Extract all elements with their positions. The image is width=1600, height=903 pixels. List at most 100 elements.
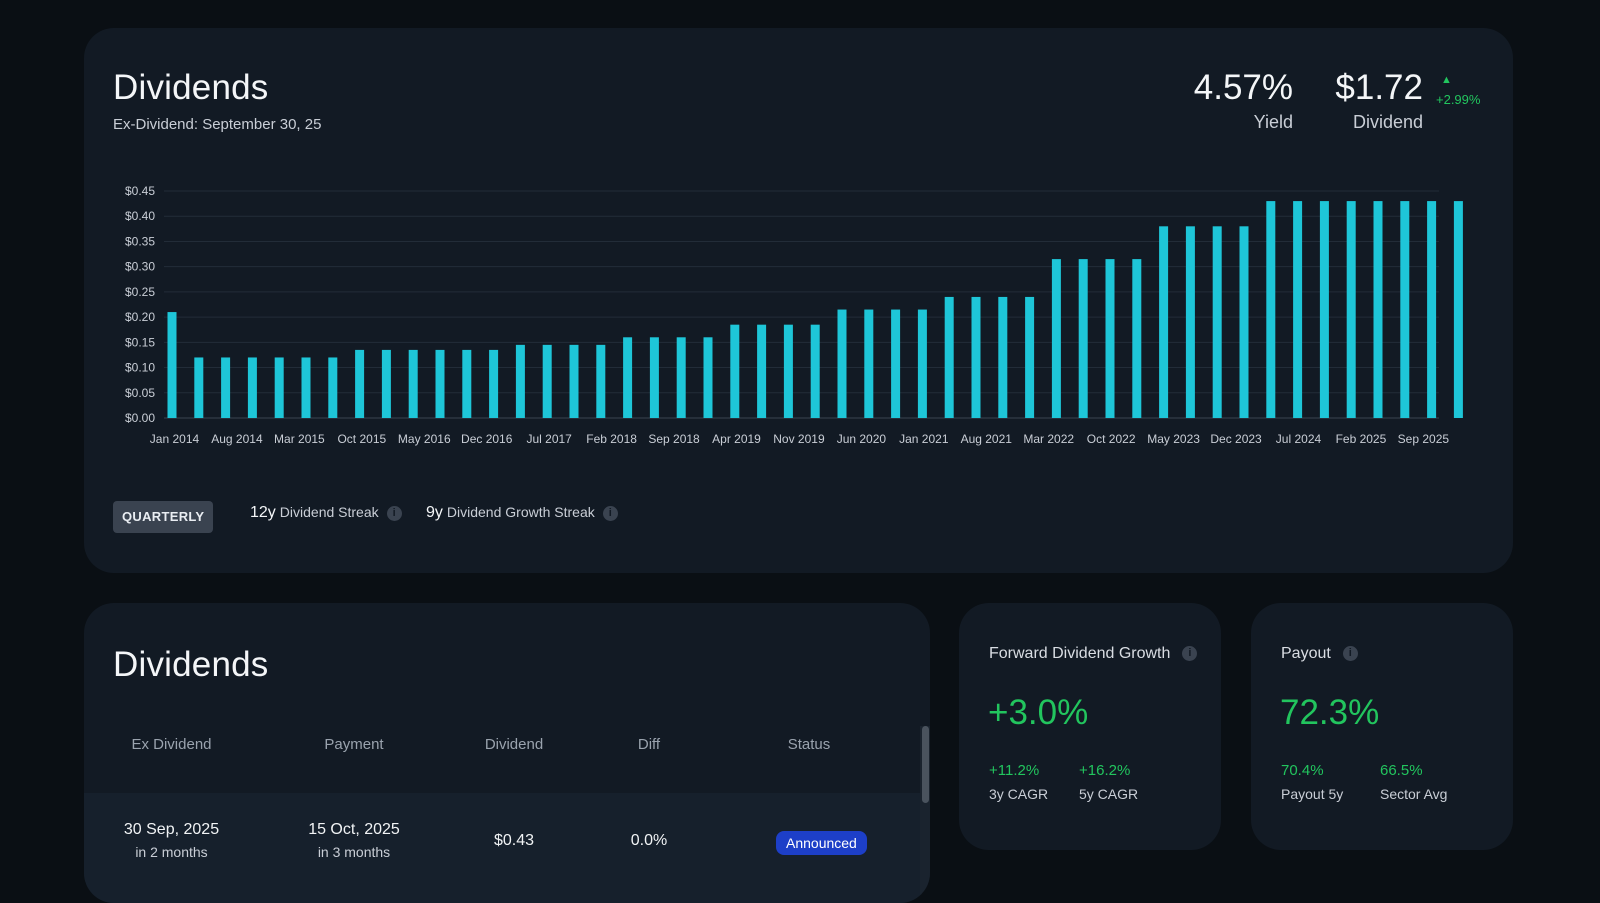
column-header-payment[interactable]: Payment (324, 736, 384, 753)
dividends-table-card: Dividends Ex Dividend Payment Dividend D… (84, 603, 930, 903)
info-icon[interactable]: i (1182, 646, 1198, 662)
dividend-bar[interactable] (489, 349, 499, 418)
dividend-bar[interactable] (1266, 201, 1276, 418)
dividend-bar[interactable] (757, 324, 767, 418)
frequency-button[interactable]: QUARTERLY (113, 501, 214, 533)
dividend-bar[interactable] (971, 296, 981, 418)
section-title: Dividends (113, 68, 269, 107)
payment-date: 15 Oct, 2025 (308, 821, 400, 838)
dividend-bar[interactable] (810, 324, 820, 418)
y-tick-label: $0.05 (125, 386, 155, 400)
dividend-bar[interactable] (1373, 201, 1383, 418)
dividend-bar[interactable] (998, 296, 1008, 418)
dividend-bar[interactable] (355, 349, 365, 418)
dividend-bar[interactable] (1239, 226, 1249, 418)
dividend-history-chart: $0.00 $0.05 $0.10 $0.15 $0.20 $0.25 $0.30 $0.35… (125, 184, 1463, 446)
payout-5y-value: 70.4% (1281, 762, 1324, 779)
dividend-summary-card: Dividends Ex-Dividend: September 30, 25 … (84, 28, 1513, 573)
x-tick-label: Sep 2025 (1398, 432, 1450, 446)
yield-value: 4.57% (1193, 68, 1293, 107)
payout-value: 72.3% (1280, 693, 1380, 732)
info-icon[interactable]: i (386, 505, 402, 521)
dividend-bar[interactable] (1185, 226, 1195, 418)
dividend-bar[interactable] (221, 357, 231, 418)
cagr-5y-value: +16.2% (1079, 762, 1131, 779)
dividend-bar[interactable] (1132, 259, 1142, 418)
dividend-bar[interactable] (623, 337, 633, 418)
dividend-bar[interactable] (247, 357, 257, 418)
y-tick-label: $0.15 (125, 335, 155, 349)
info-icon[interactable]: i (602, 505, 618, 521)
x-tick-label: Dec 2016 (461, 432, 513, 446)
payment-cell: 15 Oct, 2025 in 3 months (284, 821, 424, 860)
info-icon[interactable]: i (1342, 646, 1358, 662)
dividend-bar[interactable] (944, 296, 954, 418)
column-header-dividend[interactable]: Dividend (484, 736, 544, 753)
dividend-bar[interactable] (1078, 259, 1088, 418)
dividend-bar[interactable] (1293, 201, 1303, 418)
y-tick-label: $0.40 (125, 209, 155, 223)
dividend-bar[interactable] (462, 349, 472, 418)
dividend-bar[interactable] (1025, 296, 1035, 418)
dividend-bar[interactable] (891, 309, 901, 418)
dividend-bar[interactable] (1105, 259, 1115, 418)
x-tick-label: Feb 2025 (1336, 432, 1387, 446)
dividend-bar[interactable] (1427, 201, 1437, 418)
y-tick-label: $0.00 (125, 411, 155, 425)
column-header-diff[interactable]: Diff (637, 736, 661, 753)
dividend-bar[interactable] (783, 324, 793, 418)
y-tick-label: $0.20 (125, 310, 155, 324)
column-header-status[interactable]: Status (787, 736, 831, 753)
dividend-bar[interactable] (515, 344, 525, 418)
x-tick-label: Mar 2015 (274, 432, 325, 446)
dividend-bar[interactable] (703, 337, 713, 418)
scrollbar-thumb[interactable] (922, 726, 929, 803)
dividend-bar[interactable] (837, 309, 847, 418)
y-tick-label: $0.35 (125, 234, 155, 248)
dividend-bar[interactable] (301, 357, 311, 418)
dividend-bar[interactable] (730, 324, 740, 418)
x-tick-label: Sep 2018 (648, 432, 700, 446)
dividend-bar[interactable] (1400, 201, 1410, 418)
up-triangle-icon: ▲ (1441, 74, 1452, 86)
dividend-bar[interactable] (542, 344, 552, 418)
dividend-bar[interactable] (1159, 226, 1169, 418)
ex-date-relative: in 2 months (135, 844, 208, 860)
dividend-bar[interactable] (1319, 201, 1329, 418)
cagr-3y-label: 3y CAGR (989, 786, 1049, 802)
dividend-label: Dividend (1352, 112, 1423, 132)
dividend-bar[interactable] (676, 337, 686, 418)
dividend-bar[interactable] (194, 357, 204, 418)
dividend-bar[interactable] (596, 344, 606, 418)
dividend-bar[interactable] (381, 349, 391, 418)
dividend-value: $1.72 (1335, 68, 1423, 107)
dividend-bar[interactable] (167, 312, 177, 418)
scrollbar-track[interactable] (920, 726, 930, 903)
ex-dividend-date: Ex-Dividend: September 30, 25 (113, 116, 322, 133)
sector-avg-label: Sector Avg (1380, 786, 1448, 802)
x-tick-label: Jul 2017 (526, 432, 572, 446)
dividend-growth-streak: 9y Dividend Growth Streak i (426, 504, 618, 522)
x-tick-label: Jan 2021 (899, 432, 949, 446)
x-tick-label: Jun 2020 (837, 432, 887, 446)
dividend-bar[interactable] (1212, 226, 1222, 418)
dividend-bar[interactable] (649, 337, 659, 418)
dividend-bar[interactable] (569, 344, 579, 418)
dividend-bar[interactable] (408, 349, 418, 418)
column-header-ex-dividend[interactable]: Ex Dividend (131, 736, 212, 753)
x-tick-label: May 2016 (398, 432, 451, 446)
dividend-bar[interactable] (435, 349, 445, 418)
dividend-bar[interactable] (328, 357, 338, 418)
dividend-bar[interactable] (917, 309, 927, 418)
x-tick-label: Oct 2015 (337, 432, 386, 446)
x-tick-label: Oct 2022 (1087, 432, 1136, 446)
dividend-bar[interactable] (274, 357, 284, 418)
cagr-3y-value: +11.2% (989, 762, 1040, 779)
dividend-bar[interactable] (1346, 201, 1356, 418)
dividend-bar[interactable] (864, 309, 874, 418)
dividend-bar[interactable] (1453, 201, 1463, 418)
x-tick-label: Dec 2023 (1210, 432, 1262, 446)
dividend-change: +2.99% (1436, 92, 1481, 107)
dividend-bar[interactable] (1051, 259, 1061, 418)
y-tick-label: $0.25 (125, 285, 155, 299)
